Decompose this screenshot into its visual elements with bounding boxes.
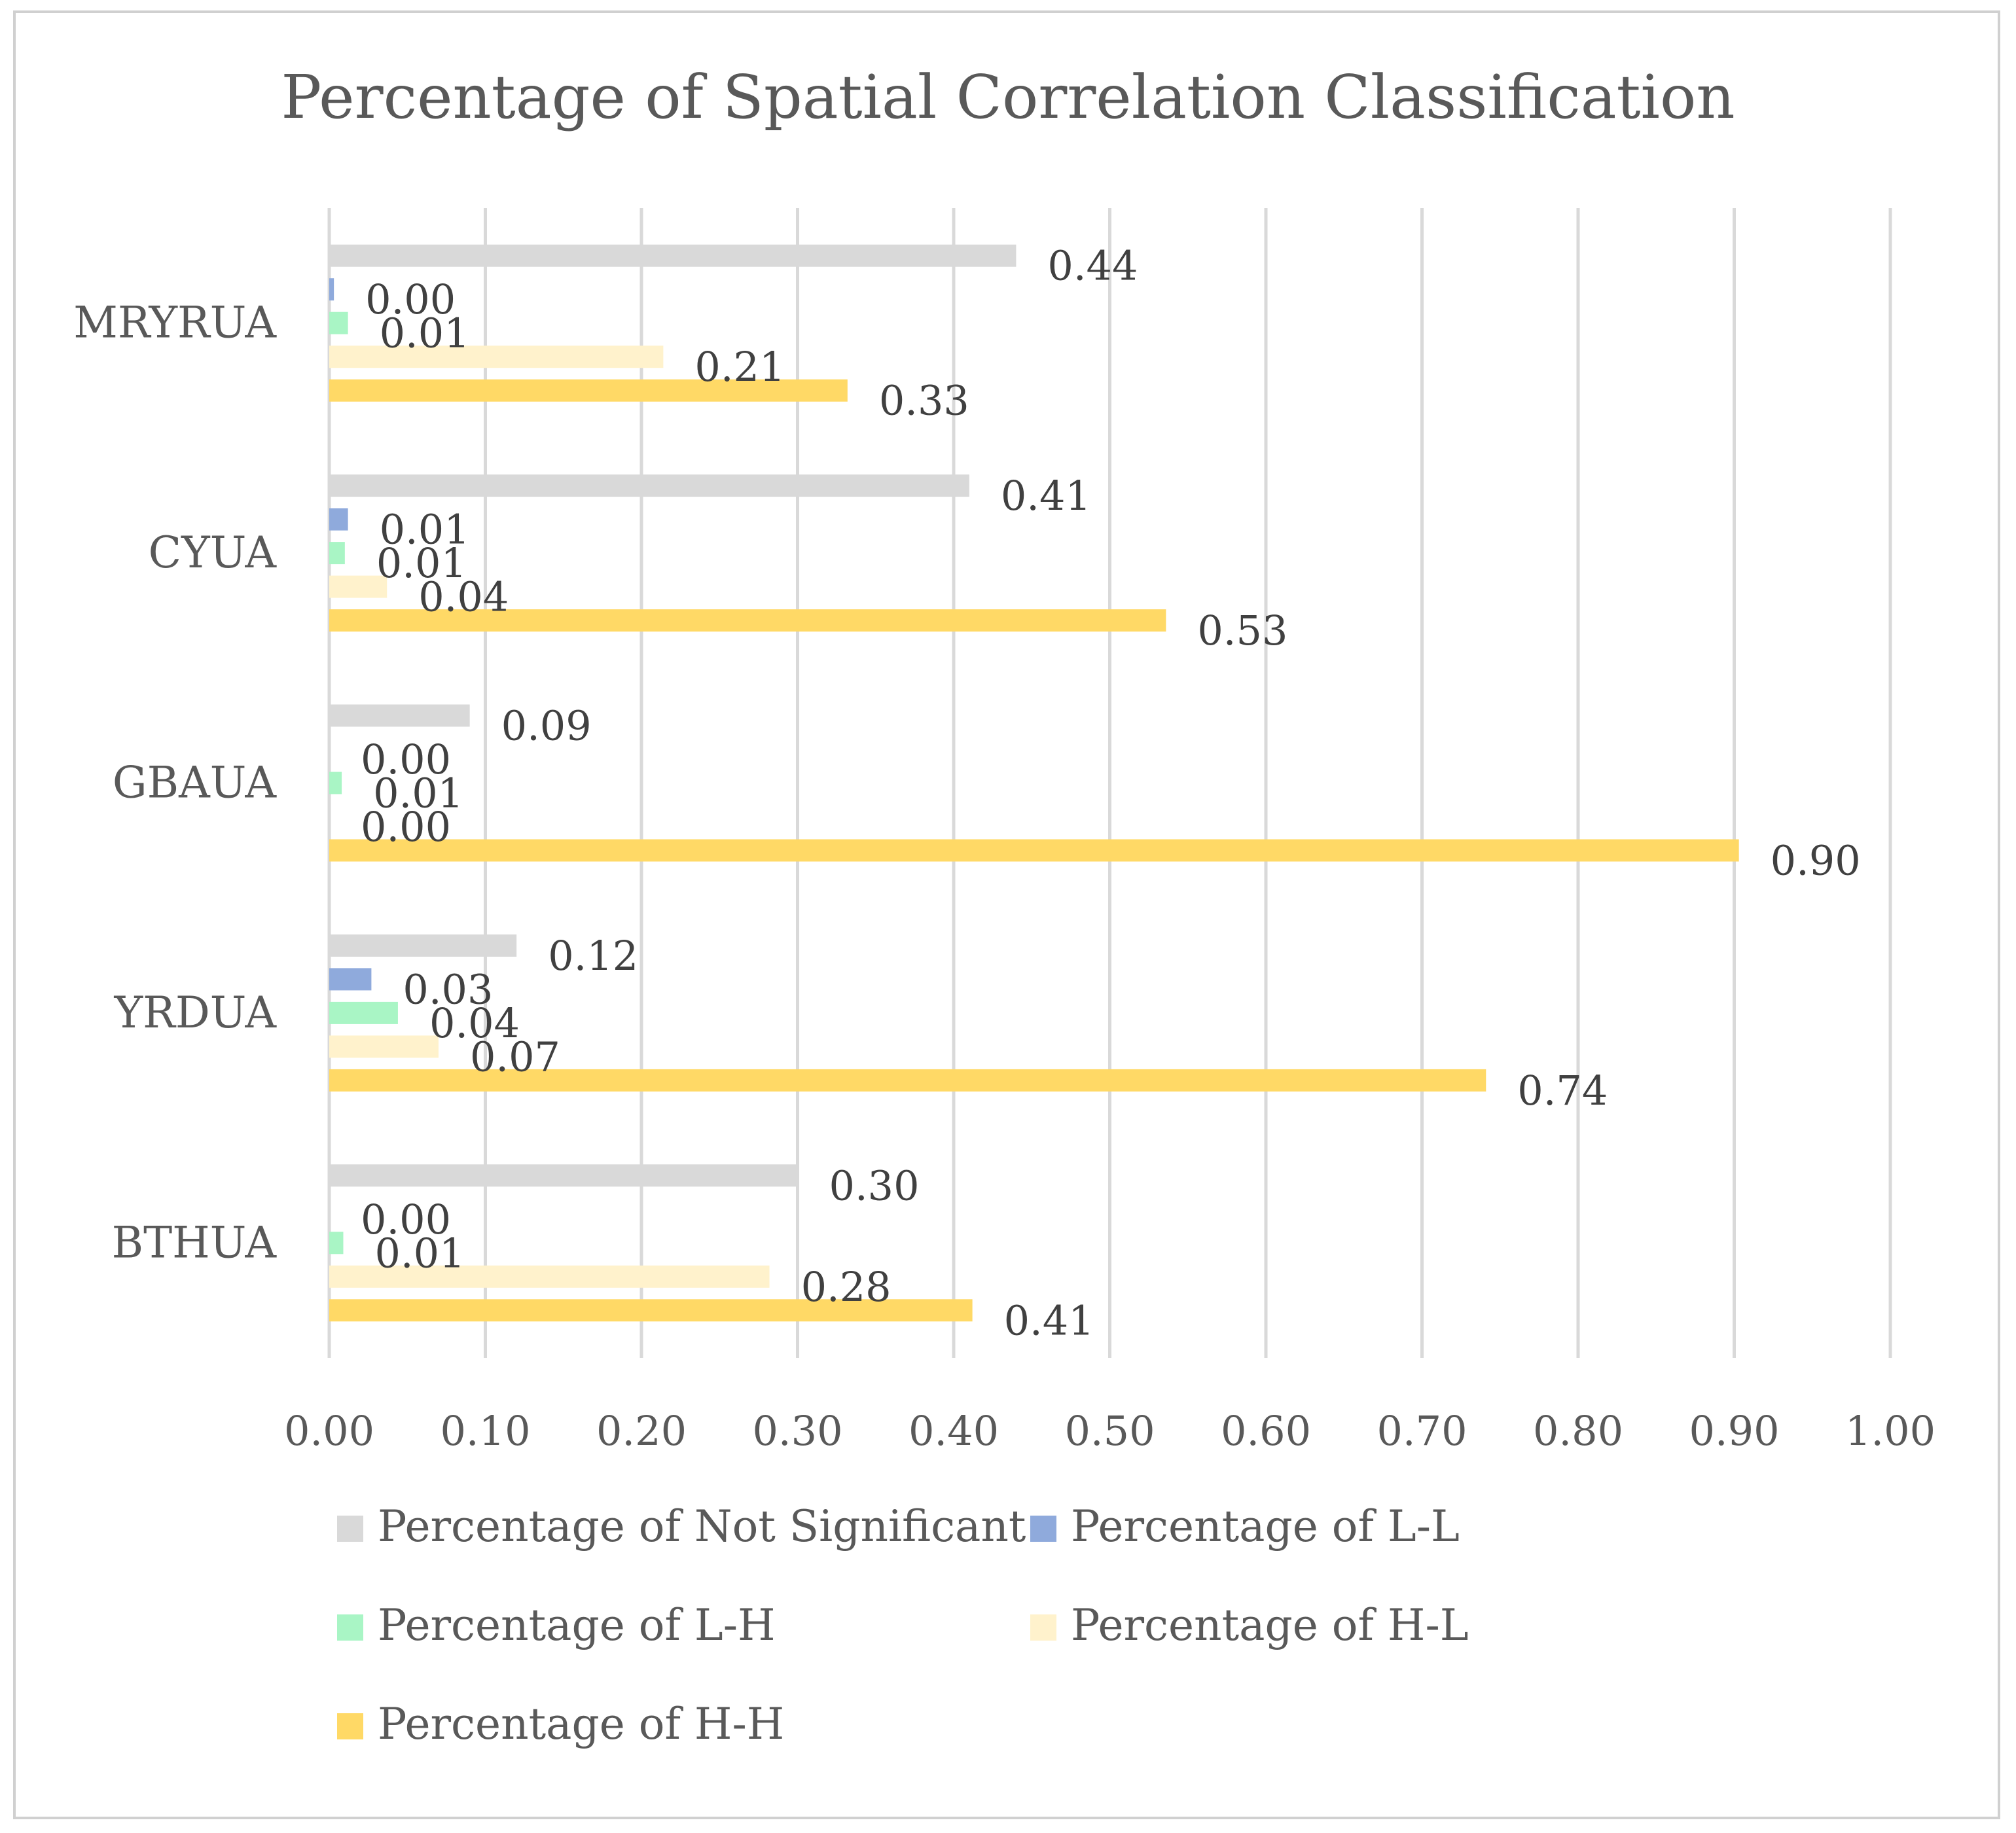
legend-swatch (337, 1614, 363, 1641)
data-label: 0.41 (1001, 472, 1091, 520)
x-tick-label: 0.60 (1221, 1407, 1311, 1455)
legend-swatch (337, 1516, 363, 1542)
category-label: BTHUA (112, 1217, 278, 1268)
data-label: 0.00 (365, 276, 456, 323)
x-tick-label: 0.80 (1533, 1407, 1623, 1455)
bar (329, 1164, 798, 1187)
legend-swatch (1030, 1614, 1056, 1641)
data-label: 0.44 (1047, 242, 1138, 290)
legend-label: Percentage of H-H (378, 1699, 784, 1749)
bar (329, 1232, 344, 1255)
x-tick-label: 0.00 (284, 1407, 374, 1455)
x-tick-label: 0.70 (1377, 1407, 1467, 1455)
category-label: GBAUA (113, 758, 277, 808)
data-label: 0.03 (403, 965, 493, 1013)
data-label: 0.53 (1197, 607, 1287, 654)
bar (329, 346, 664, 368)
bars (329, 244, 1739, 1322)
data-label: 0.01 (373, 770, 463, 817)
data-label: 0.00 (361, 736, 451, 783)
legend-label: Percentage of L-L (1071, 1501, 1460, 1552)
data-label: 0.01 (380, 506, 470, 554)
data-label: 0.01 (374, 1229, 465, 1277)
data-label: 0.33 (879, 377, 969, 425)
data-label: 0.74 (1517, 1067, 1608, 1114)
data-label: 0.21 (694, 343, 785, 391)
legend: Percentage of Not Significant Percentage … (337, 1501, 1469, 1749)
bar (329, 474, 969, 497)
category-label: MRYRUA (73, 298, 277, 348)
bar (329, 311, 348, 334)
bar (329, 1001, 398, 1024)
data-label: 0.07 (470, 1033, 560, 1080)
data-label: 0.04 (418, 573, 509, 621)
data-label: 0.00 (361, 1196, 451, 1243)
bar (329, 1035, 439, 1058)
x-tick-label: 0.50 (1064, 1407, 1155, 1455)
data-label: 0.12 (548, 932, 638, 980)
bar (329, 542, 345, 565)
data-label: 0.28 (801, 1263, 891, 1311)
x-tick-label: 0.90 (1689, 1407, 1779, 1455)
x-tick-label: 0.20 (596, 1407, 687, 1455)
legend-swatch (1030, 1516, 1056, 1542)
data-label: 0.30 (829, 1162, 920, 1209)
data-label: 0.09 (501, 702, 592, 750)
data-label: 0.01 (380, 310, 470, 357)
x-tick-label: 1.00 (1845, 1407, 1935, 1455)
bar (329, 379, 848, 402)
bar (329, 772, 342, 794)
bar (329, 609, 1166, 632)
axes: 0.00 0.10 0.20 0.30 0.40 0.50 0.60 0.70 0.80 0.90… (73, 298, 1935, 1455)
category-label: CYUA (149, 527, 278, 578)
chart-title: Percentage of Spatial Correlation Classi… (281, 62, 1735, 132)
x-tick-label: 0.10 (440, 1407, 530, 1455)
data-labels: 0.440.000.010.210.330.410.010.010.040.53… (361, 242, 1861, 1345)
bar (329, 244, 1017, 267)
bar (329, 278, 334, 301)
bar (329, 1265, 770, 1288)
data-label: 0.04 (429, 999, 520, 1047)
bar (329, 968, 372, 991)
data-label: 0.41 (1004, 1296, 1094, 1344)
x-tick-label: 0.30 (752, 1407, 842, 1455)
category-label: YRDUA (114, 988, 278, 1038)
bar (329, 839, 1739, 862)
data-label: 0.01 (376, 539, 467, 587)
bar (329, 575, 387, 598)
legend-label: Percentage of Not Significant (378, 1501, 1026, 1552)
bar (329, 704, 470, 727)
bar (329, 1299, 973, 1322)
data-label: 0.90 (1771, 837, 1861, 885)
x-tick-label: 0.40 (909, 1407, 999, 1455)
data-label: 0.00 (361, 803, 451, 851)
bar (329, 508, 348, 531)
legend-label: Percentage of L-H (378, 1600, 776, 1650)
legend-label: Percentage of H-L (1071, 1600, 1469, 1650)
legend-swatch (337, 1713, 363, 1739)
bar (329, 934, 517, 957)
bar (329, 1069, 1486, 1092)
